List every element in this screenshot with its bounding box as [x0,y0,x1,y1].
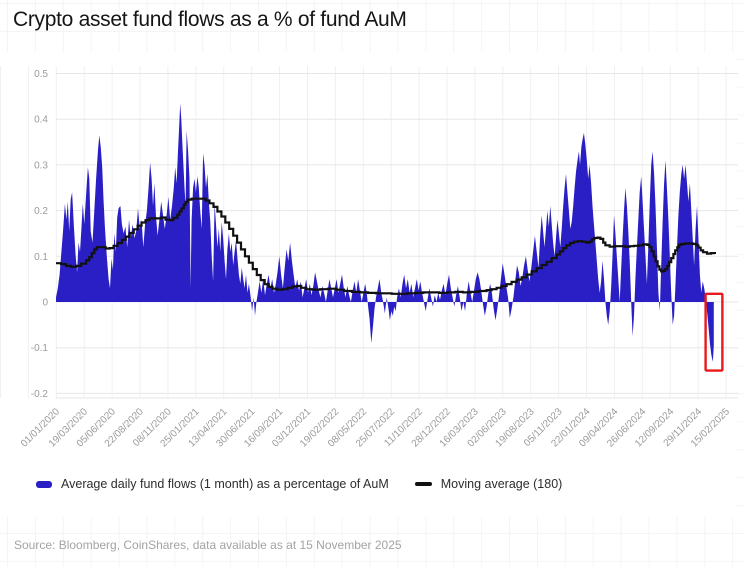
y-axis-tick-label: 0.2 [34,206,48,217]
y-axis-tick-label: 0.3 [34,160,48,171]
legend-label-ma: Moving average (180) [440,477,563,491]
y-axis-tick-label: -0.2 [31,389,49,400]
y-axis-tick-label: -0.1 [31,343,49,354]
page-title: Crypto asset fund flows as a % of fund A… [13,8,407,31]
source-note: Source: Bloomberg, CoinShares, data avai… [14,538,402,552]
ma-series-swatch [414,482,432,486]
flows-series-swatch [36,480,52,488]
legend-item-ma: Moving average (180) [414,477,563,491]
legend-item-flows: Average daily fund flows (1 month) as a … [36,477,389,491]
chart-legend: Average daily fund flows (1 month) as a … [36,477,726,491]
y-axis-tick-label: 0 [42,298,48,309]
highlight-box [704,292,724,372]
y-axis-tick-label: 0.4 [34,115,48,126]
moving-average-line [56,197,716,295]
flows-area-series [56,103,714,362]
y-axis-tick-label: 0.5 [34,69,48,80]
y-axis-tick-label: 0.1 [34,252,48,263]
legend-label-flows: Average daily fund flows (1 month) as a … [61,477,389,491]
fund-flows-chart: 0.50.40.30.20.10-0.1-0.201/01/202019/03/… [19,69,738,450]
